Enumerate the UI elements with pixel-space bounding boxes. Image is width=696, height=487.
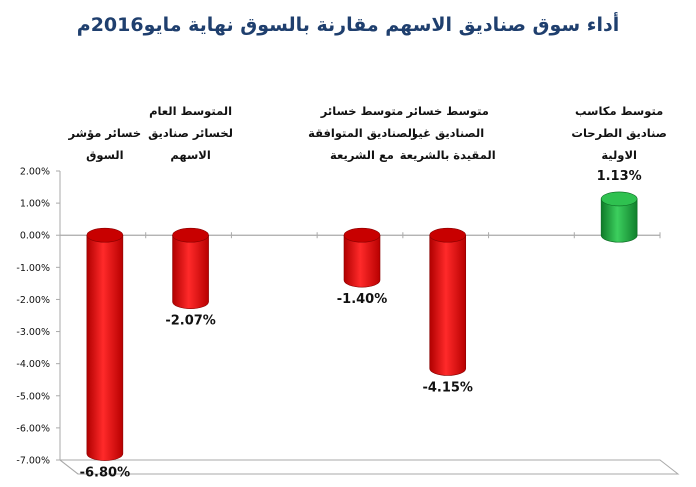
bar <box>172 234 209 309</box>
bar-top <box>343 227 381 243</box>
bar <box>86 234 124 461</box>
category-label: متوسط خسائر الصناديق غير المقيدة بالشريع… <box>399 104 496 162</box>
y-tick-label: -7.00% <box>16 456 50 467</box>
bar-top <box>86 227 124 243</box>
bar-top <box>429 227 467 243</box>
data-label: -1.40% <box>337 292 388 307</box>
data-label: -6.80% <box>80 466 131 481</box>
y-tick-label: 1.00% <box>20 199 50 210</box>
y-tick-label: 0.00% <box>20 231 50 242</box>
data-label: -2.07% <box>165 314 216 329</box>
chart-title: أداء سوق صناديق الاسهم مقارنة بالسوق نها… <box>76 14 620 36</box>
y-tick-label: -4.00% <box>16 359 50 370</box>
data-label: 1.13% <box>597 169 642 184</box>
category-label: متوسط خسائر الصناديق المتوافقة مع الشريع… <box>308 104 416 162</box>
bar <box>343 234 381 288</box>
category-label: متوسط مكاسب صناديق الطرحات الاولية <box>571 104 667 162</box>
bar <box>429 234 467 376</box>
y-tick-label: -1.00% <box>16 263 50 274</box>
chart-floor <box>58 459 680 475</box>
data-label: -4.15% <box>422 380 473 395</box>
y-tick-label: -6.00% <box>16 423 50 434</box>
bar-top <box>172 227 209 243</box>
bar-top <box>600 191 638 207</box>
y-axis-depth <box>59 459 79 475</box>
y-tick-label: -5.00% <box>16 391 50 402</box>
y-tick-label: -3.00% <box>16 327 50 338</box>
category-label: المتوسط العام لخسائر صناديق الاسهم <box>148 104 233 162</box>
category-label: خسائر مؤشر السوق <box>68 126 142 162</box>
bar <box>600 198 638 243</box>
y-tick-label: 2.00% <box>20 167 50 178</box>
y-tick-label: -2.00% <box>16 295 50 306</box>
